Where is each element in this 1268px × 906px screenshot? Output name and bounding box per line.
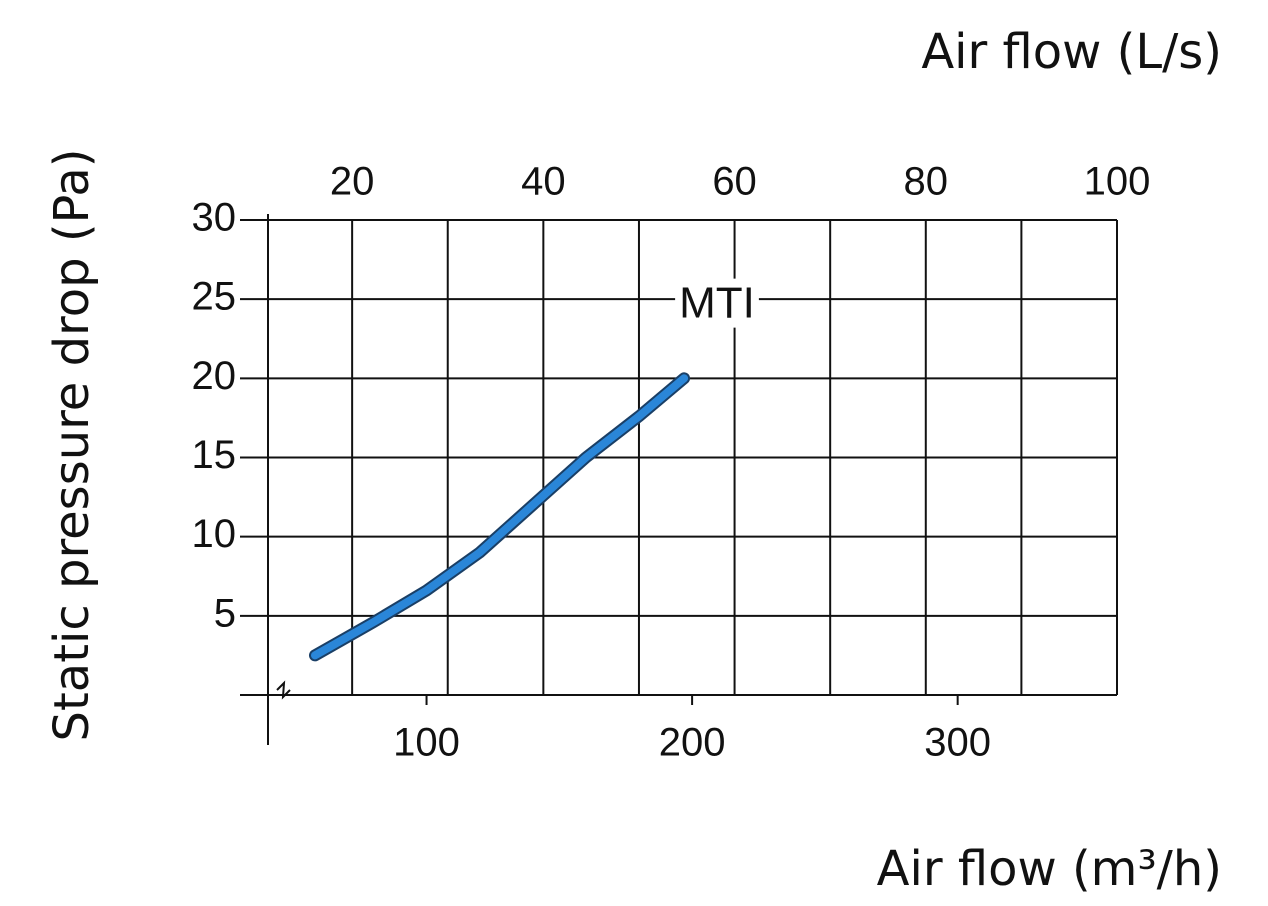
x-tick-label: 100 [393,721,460,765]
annotation: MTI [679,279,755,328]
y-tick-label: 15 [192,433,237,477]
y-tick-label: 5 [214,591,236,635]
series-line [311,374,689,660]
x-tick-label: 300 [924,721,991,765]
y-axis-title: Static pressure drop (Pa) [44,149,100,742]
x2-tick-label: 100 [1084,160,1151,204]
annotation-bg [675,278,759,328]
x2-tick-label: 60 [712,160,757,204]
x-axis-title: Air flow (m³/h) [877,841,1222,897]
y-tick-label: 20 [192,354,237,398]
y-tick-label: 30 [192,196,237,240]
x2-axis-title: Air flow (L/s) [921,24,1222,80]
y-tick-label: 10 [192,512,237,556]
x2-tick-label: 80 [904,160,949,204]
x2-tick-label: 20 [330,160,375,204]
x-tick-label: 200 [659,721,726,765]
y-tick-label: 25 [192,275,237,319]
x2-tick-label: 40 [521,160,566,204]
axis-break [276,680,291,700]
